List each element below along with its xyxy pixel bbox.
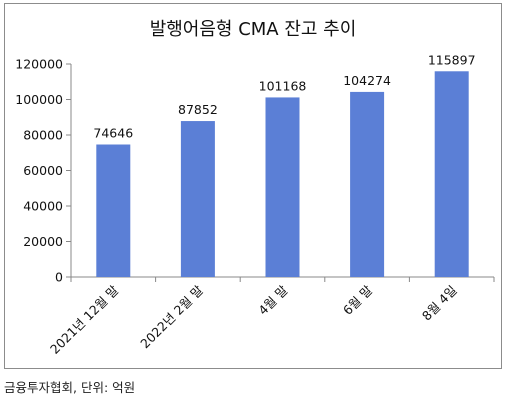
- y-tick-label: 120000: [15, 57, 63, 72]
- y-tick-label: 80000: [23, 128, 63, 143]
- bars: [96, 71, 469, 277]
- data-label: 104274: [343, 73, 391, 88]
- data-labels: 74646 87852 101168 104274 115897: [93, 52, 475, 140]
- bar: [96, 144, 131, 277]
- source-note: 금융투자협회, 단위: 억원: [4, 380, 136, 395]
- y-tick-label: 60000: [23, 163, 63, 178]
- chart-frame: [4, 3, 502, 369]
- y-tick-label: 40000: [23, 199, 63, 214]
- y-axis: 0 20000 40000 60000 80000 100000 120000: [15, 57, 72, 285]
- x-category-label: 4월 말: [255, 282, 291, 318]
- data-label: 115897: [428, 52, 476, 67]
- bar: [265, 97, 300, 277]
- x-category-label: 6월 말: [340, 282, 376, 318]
- x-category-label: 2022년 2월 말: [137, 282, 206, 351]
- bar: [180, 121, 215, 277]
- chart-title: 발행어음형 CMA 잔고 추이: [150, 19, 357, 40]
- x-axis: 2021년 12월 말 2022년 2월 말 4월 말 6월 말 8월 4일: [47, 276, 495, 357]
- x-category-label: 2021년 12월 말: [47, 282, 122, 357]
- data-label: 74646: [93, 126, 133, 141]
- bar: [434, 71, 469, 277]
- data-label: 87852: [178, 102, 218, 117]
- y-tick-label: 100000: [15, 92, 63, 107]
- y-tick-label: 20000: [23, 234, 63, 249]
- y-tick-label: 0: [55, 270, 63, 285]
- x-category-label: 8월 4일: [419, 283, 460, 324]
- data-label: 101168: [259, 78, 307, 93]
- bar: [350, 91, 385, 277]
